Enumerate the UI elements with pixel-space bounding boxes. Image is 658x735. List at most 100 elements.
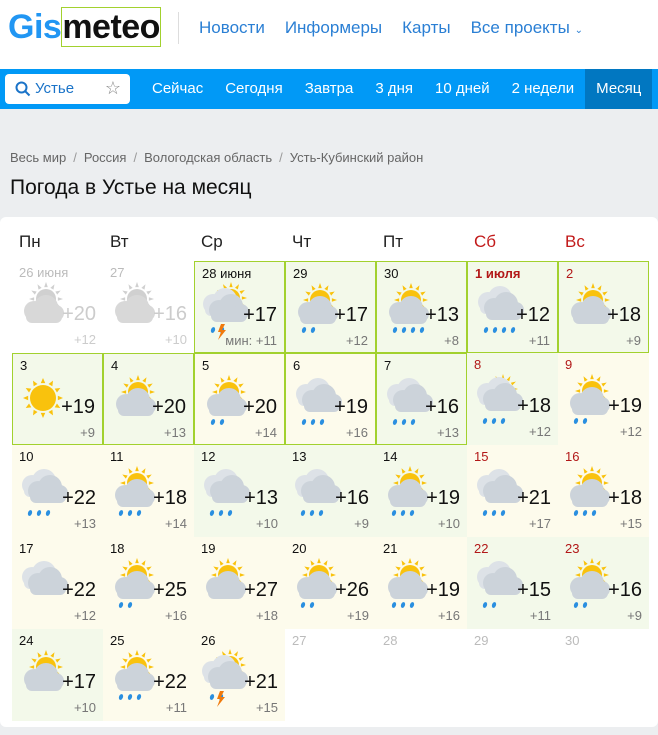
search-input[interactable]: Устье bbox=[35, 80, 75, 97]
day-date: 25 bbox=[110, 633, 125, 648]
max-temp: +20 bbox=[152, 396, 186, 418]
weather-cloudy-icon bbox=[387, 378, 433, 425]
min-temp-value: +13 bbox=[436, 425, 459, 440]
max-temp: +16 bbox=[608, 579, 642, 601]
day-cell: 29 bbox=[467, 629, 558, 721]
day-date: 10 bbox=[19, 449, 34, 464]
min-temp: +9 bbox=[354, 516, 369, 531]
weather-cloudy-icon bbox=[295, 469, 341, 516]
day-cell[interactable]: 9 +19 +12 bbox=[558, 353, 649, 445]
day-date: 22 bbox=[474, 541, 489, 556]
nav-informers[interactable]: Информеры bbox=[284, 18, 383, 37]
tab-5[interactable]: 2 недели bbox=[511, 80, 575, 97]
day-cell[interactable]: 19 +27 +18 bbox=[194, 537, 285, 629]
day-cell[interactable]: 27 +16 +10 bbox=[103, 261, 194, 353]
tab-4[interactable]: 10 дней bbox=[435, 80, 490, 97]
tab-6[interactable]: Месяц bbox=[585, 69, 653, 109]
day-cell[interactable]: 8 +18 +12 bbox=[467, 353, 558, 445]
max-temp: +17 bbox=[334, 304, 368, 326]
day-date: 15 bbox=[474, 449, 489, 464]
day-cell[interactable]: 20 +26 +19 bbox=[285, 537, 376, 629]
day-date: 17 bbox=[19, 541, 34, 556]
min-temp: мин: +11 bbox=[225, 333, 277, 348]
nav-maps[interactable]: Карты bbox=[402, 18, 451, 37]
day-cell[interactable]: 12 +13 +10 bbox=[194, 445, 285, 537]
weather-cloudy-icon bbox=[22, 469, 68, 516]
day-date: 26 bbox=[201, 633, 216, 648]
day-cell[interactable]: 24 +17 +10 bbox=[12, 629, 103, 721]
min-temp-value: +9 bbox=[80, 425, 95, 440]
min-temp: +12 bbox=[529, 424, 551, 439]
max-temp: +16 bbox=[425, 396, 459, 418]
min-temp-value: +13 bbox=[163, 425, 186, 440]
location-search[interactable]: Устье ☆ bbox=[5, 74, 130, 104]
min-temp: +12 bbox=[346, 333, 368, 348]
tab-2[interactable]: Завтра bbox=[304, 80, 354, 97]
tab-0[interactable]: Сейчас bbox=[152, 80, 204, 97]
min-temp: +13 bbox=[437, 425, 459, 440]
min-temp-value: +9 bbox=[627, 608, 642, 623]
min-temp: +16 bbox=[438, 608, 460, 623]
weather-partly-icon bbox=[571, 283, 611, 324]
day-cell[interactable]: 26 +21 +15 bbox=[194, 629, 285, 721]
day-cell[interactable]: 17 +22 +12 bbox=[12, 537, 103, 629]
weekday-header: Пт bbox=[383, 232, 404, 251]
day-cell[interactable]: 28 июня +17 мин: +11 bbox=[194, 261, 285, 353]
day-cell[interactable]: 1 июля +12 +11 bbox=[467, 261, 558, 353]
max-temp: +27 bbox=[244, 579, 278, 601]
day-date: 27 bbox=[292, 633, 307, 648]
day-cell[interactable]: 29 +17 +12 bbox=[285, 261, 376, 353]
day-cell[interactable]: 11 +18 +14 bbox=[103, 445, 194, 537]
min-temp-value: +10 bbox=[437, 516, 460, 531]
nav-news[interactable]: Новости bbox=[199, 18, 265, 37]
day-date: 7 bbox=[384, 358, 392, 373]
day-cell[interactable]: 18 +25 +16 bbox=[103, 537, 194, 629]
day-cell[interactable]: 7 +16 +13 bbox=[376, 353, 467, 445]
day-cell[interactable]: 21 +19 +16 bbox=[376, 537, 467, 629]
day-cell[interactable]: 14 +19 +10 bbox=[376, 445, 467, 537]
day-cell[interactable]: 5 +20 +14 bbox=[194, 353, 285, 445]
breadcrumb-separator: / bbox=[279, 150, 283, 165]
nav-all-projects[interactable]: Все проекты ⌄ bbox=[471, 18, 583, 38]
period-tabs: Сейчас Сегодня Завтра 3 дня 10 дней 2 недели М… bbox=[141, 69, 653, 109]
day-date: 30 bbox=[384, 266, 399, 281]
day-cell[interactable]: 25 +22 +11 bbox=[103, 629, 194, 721]
day-cell[interactable]: 6 +19 +16 bbox=[285, 353, 376, 445]
breadcrumb-link[interactable]: Усть-Кубинский район bbox=[289, 150, 424, 165]
day-cell[interactable]: 26 июня +20 +12 bbox=[12, 261, 103, 353]
min-temp-value: +14 bbox=[254, 425, 277, 440]
min-temp: +12 bbox=[74, 608, 96, 623]
day-date: 12 bbox=[201, 449, 216, 464]
weather-partly-icon bbox=[570, 374, 610, 424]
breadcrumb-link[interactable]: Весь мир bbox=[10, 150, 67, 165]
star-icon[interactable]: ☆ bbox=[104, 78, 121, 98]
day-cell[interactable]: 2 +18 +9 bbox=[558, 261, 649, 353]
day-date: 29 bbox=[293, 266, 308, 281]
min-temp-value: +12 bbox=[73, 608, 96, 623]
day-cell[interactable]: 3 +19 +9 bbox=[12, 353, 103, 445]
gismeteo-logo[interactable]: Gismeteo bbox=[8, 7, 161, 47]
breadcrumb-link[interactable]: Вологодская область bbox=[144, 150, 273, 165]
day-cell[interactable]: 13 +16 +9 bbox=[285, 445, 376, 537]
weather-partly-icon bbox=[116, 375, 156, 416]
nav-all-projects-label: Все проекты bbox=[470, 18, 570, 37]
day-cell[interactable]: 22 +15 +11 bbox=[467, 537, 558, 629]
tab-1[interactable]: Сегодня bbox=[225, 80, 283, 97]
day-cell[interactable]: 23 +16 +9 bbox=[558, 537, 649, 629]
day-cell[interactable]: 10 +22 +13 bbox=[12, 445, 103, 537]
tab-3[interactable]: 3 дня bbox=[375, 80, 413, 97]
breadcrumb-link[interactable]: Россия bbox=[83, 150, 127, 165]
min-temp: +10 bbox=[74, 700, 96, 715]
chevron-down-icon: ⌄ bbox=[574, 25, 583, 36]
day-cell[interactable]: 4 +20 +13 bbox=[103, 353, 194, 445]
weather-partly-icon bbox=[115, 558, 155, 608]
breadcrumb: Весь мир / Россия / Вологодская область / Усть… bbox=[10, 150, 423, 165]
page-title: Погода в Устье на месяц bbox=[10, 176, 252, 199]
min-temp: +12 bbox=[74, 332, 96, 347]
day-cell[interactable]: 16 +18 +15 bbox=[558, 445, 649, 537]
day-cell[interactable]: 30 +13 +8 bbox=[376, 261, 467, 353]
max-temp: +18 bbox=[153, 487, 187, 509]
min-temp-value: +13 bbox=[73, 516, 96, 531]
day-cell[interactable]: 15 +21 +17 bbox=[467, 445, 558, 537]
min-temp-value: +17 bbox=[528, 516, 551, 531]
